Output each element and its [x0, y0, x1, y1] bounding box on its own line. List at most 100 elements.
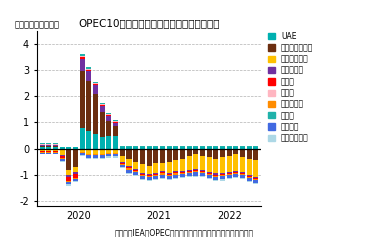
Title: OPEC10か国：生産割当と実際の産油量の差: OPEC10か国：生産割当と実際の産油量の差 — [78, 19, 220, 29]
Bar — [153, 163, 158, 173]
Bar — [227, 149, 232, 156]
Bar — [73, 149, 78, 167]
Bar — [160, 147, 165, 149]
Bar — [80, 56, 85, 57]
Bar — [140, 175, 145, 176]
Bar — [247, 181, 252, 182]
Bar — [133, 169, 138, 170]
Bar — [53, 153, 58, 154]
Bar — [160, 146, 165, 147]
Bar — [60, 149, 65, 150]
Bar — [227, 178, 232, 179]
Bar — [60, 155, 65, 156]
Bar — [40, 152, 45, 153]
Bar — [86, 149, 91, 154]
Bar — [146, 180, 152, 181]
Bar — [146, 177, 152, 180]
Bar — [53, 144, 58, 145]
Bar — [73, 181, 78, 182]
Bar — [106, 136, 112, 149]
Bar — [113, 136, 118, 149]
Bar — [153, 176, 158, 179]
Bar — [40, 147, 45, 149]
Bar — [227, 147, 232, 149]
Bar — [207, 172, 212, 173]
Bar — [167, 176, 171, 179]
Bar — [227, 172, 232, 173]
Bar — [120, 165, 125, 168]
Bar — [40, 145, 45, 146]
Bar — [46, 153, 51, 154]
Bar — [187, 173, 192, 176]
Bar — [153, 175, 158, 176]
Bar — [254, 180, 258, 183]
Bar — [213, 149, 218, 159]
Bar — [227, 175, 232, 178]
Bar — [93, 154, 98, 155]
Bar — [133, 172, 138, 175]
Bar — [167, 162, 171, 173]
Bar — [133, 149, 138, 162]
Bar — [233, 174, 238, 177]
Bar — [86, 158, 91, 159]
Bar — [160, 171, 165, 173]
Bar — [80, 149, 85, 152]
Bar — [73, 178, 78, 179]
Bar — [254, 183, 258, 184]
Bar — [240, 173, 245, 174]
Bar — [127, 166, 131, 168]
Bar — [53, 145, 58, 146]
Bar — [100, 105, 105, 106]
Bar — [247, 176, 252, 177]
Bar — [46, 143, 51, 144]
Bar — [180, 149, 185, 159]
Bar — [140, 146, 145, 147]
Bar — [80, 155, 85, 156]
Bar — [187, 146, 192, 147]
Bar — [167, 173, 171, 174]
Bar — [86, 69, 91, 70]
Bar — [200, 172, 205, 173]
Bar — [113, 120, 118, 121]
Bar — [53, 146, 58, 147]
Bar — [200, 169, 205, 171]
Bar — [254, 160, 258, 177]
Bar — [220, 149, 225, 157]
Bar — [247, 146, 252, 147]
Bar — [153, 149, 158, 163]
Bar — [167, 174, 171, 175]
Bar — [80, 152, 85, 153]
Bar — [227, 146, 232, 147]
Bar — [106, 153, 112, 154]
Bar — [247, 177, 252, 178]
Bar — [86, 131, 91, 149]
Bar — [233, 149, 238, 154]
Bar — [193, 170, 198, 171]
Bar — [100, 155, 105, 158]
Bar — [133, 146, 138, 147]
Bar — [180, 146, 185, 147]
Bar — [167, 149, 171, 162]
Bar — [207, 146, 212, 147]
Bar — [80, 57, 85, 59]
Bar — [53, 149, 58, 151]
Bar — [80, 153, 85, 155]
Bar — [120, 163, 125, 164]
Bar — [146, 149, 152, 166]
Bar — [93, 94, 98, 134]
Bar — [113, 126, 118, 136]
Bar — [187, 156, 192, 169]
Bar — [93, 84, 98, 85]
Bar — [120, 156, 125, 162]
Bar — [187, 172, 192, 173]
Bar — [213, 147, 218, 149]
Bar — [220, 174, 225, 175]
Bar — [113, 153, 118, 154]
Bar — [106, 156, 112, 158]
Bar — [207, 157, 212, 172]
Bar — [60, 158, 65, 159]
Bar — [173, 160, 178, 171]
Bar — [93, 83, 98, 84]
Bar — [66, 181, 71, 182]
Bar — [86, 70, 91, 71]
